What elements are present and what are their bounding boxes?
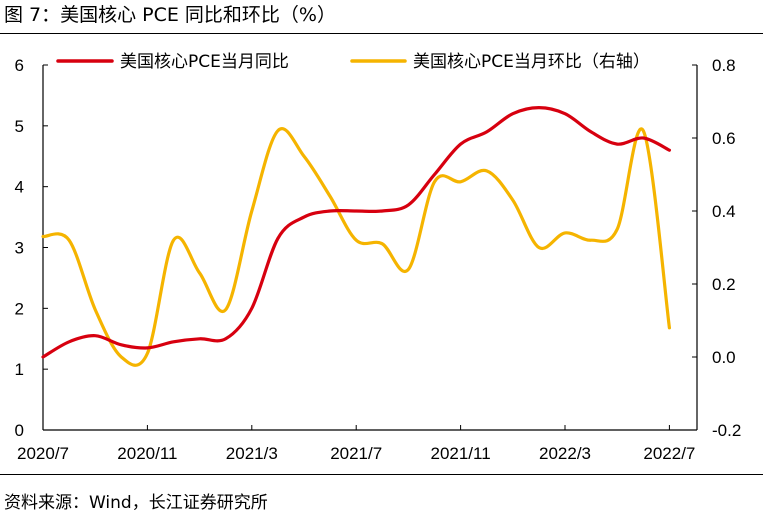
right-tick-label: 0.2 [712,275,736,294]
x-tick-label: 2020/7 [17,444,69,463]
series-line-yoy [41,106,671,359]
left-tick-label: 3 [15,239,24,258]
series-line-mom [41,127,671,367]
right-tick-label: -0.2 [712,421,741,440]
legend-label: 美国核心PCE当月环比（右轴） [413,52,650,72]
right-tick-label: 0.6 [712,129,736,148]
left-tick-label: 5 [15,117,24,136]
chart-legend: 美国核心PCE当月同比 美国核心PCE当月环比（右轴） [56,52,650,72]
title-rule [0,33,763,34]
right-tick-label: 0.0 [712,348,736,367]
x-tick-label: 2022/7 [643,444,695,463]
legend-label: 美国核心PCE当月同比 [120,52,289,72]
chart: 0 1 2 3 4 5 6 -0.2 0.0 0.2 0.4 0.6 0.8 2020/7 2020/11 2… [15,52,742,463]
x-tick-label: 2020/11 [117,444,177,463]
left-tick-label: 0 [15,421,24,440]
x-tick-label: 2021/11 [430,444,490,463]
legend-item-mom: 美国核心PCE当月环比（右轴） [350,52,650,72]
source-note: 资料来源：Wind，长江证券研究所 [4,493,268,513]
chart-lines [41,106,671,367]
source-rule [0,474,763,475]
x-tick-label: 2021/3 [226,444,278,463]
x-tick-label: 2022/3 [539,444,591,463]
left-tick-label: 2 [15,299,24,318]
left-tick-label: 6 [15,56,24,75]
legend-item-yoy: 美国核心PCE当月同比 [56,52,289,72]
left-tick-label: 1 [15,360,24,379]
figure-title: 图 7：美国核心 PCE 同比和环比（%） [4,4,336,26]
right-tick-label: 0.4 [712,202,736,221]
x-tick-label: 2021/7 [330,444,382,463]
right-tick-label: 0.8 [712,56,736,75]
left-tick-label: 4 [15,178,24,197]
chart-axes: 0 1 2 3 4 5 6 -0.2 0.0 0.2 0.4 0.6 0.8 2020/7 2020/11 2… [15,56,742,463]
